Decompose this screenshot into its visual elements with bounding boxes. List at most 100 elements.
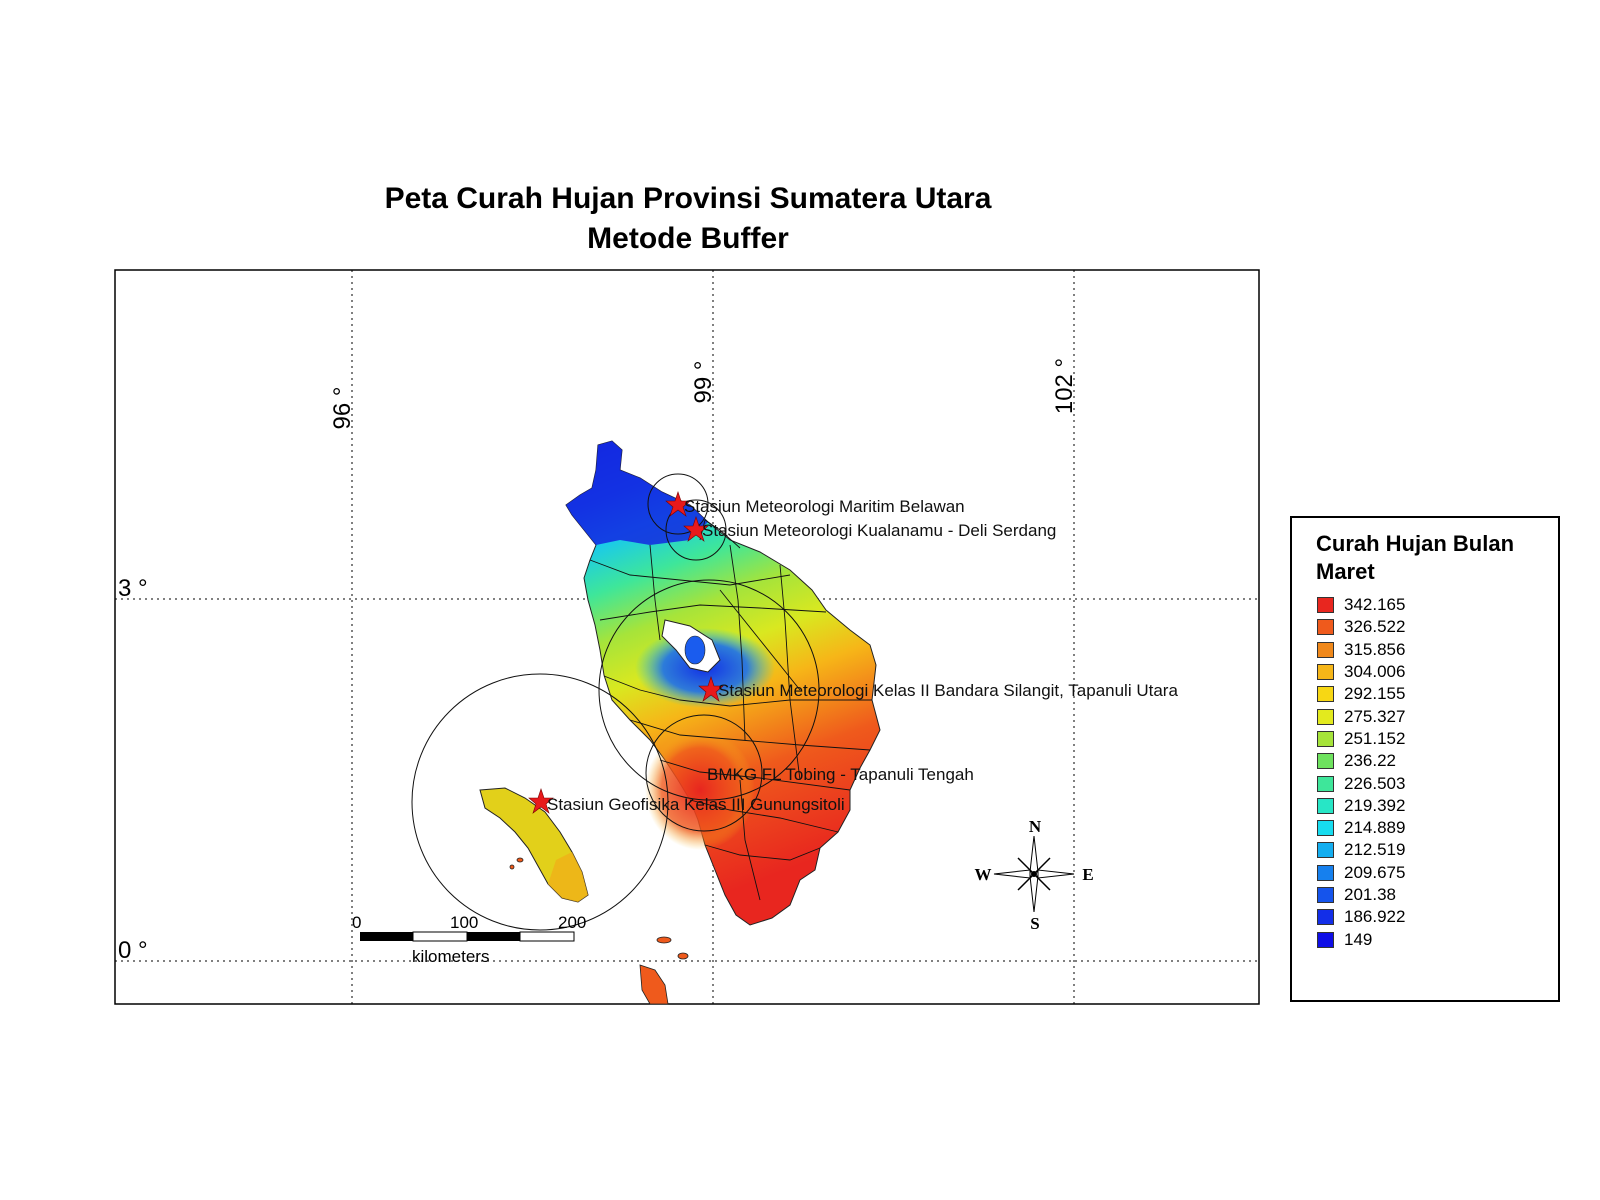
legend-label: 342.165 <box>1344 595 1406 615</box>
scale-tick-100: 100 <box>450 913 478 932</box>
lat-label-0: 0 ° <box>118 937 148 964</box>
small-islands <box>509 857 689 1005</box>
station-star-gunungsitoli <box>528 788 554 814</box>
legend-item: 236.22 <box>1317 750 1405 772</box>
map-frame <box>114 269 1260 1005</box>
legend-label: 219.392 <box>1344 795 1406 815</box>
station-fl-tobing[interactable]: BMKG FL Tobing - Tapanuli Tengah <box>707 765 974 784</box>
station-silangit[interactable]: Stasiun Meteorologi Kelas II Bandara Sil… <box>698 676 1178 702</box>
lon-label-96: 96 ° <box>329 387 356 430</box>
legend-label: 326.522 <box>1344 617 1406 637</box>
legend-item: 342.165 <box>1317 594 1405 616</box>
legend-swatch <box>1317 664 1334 681</box>
legend-item: 315.856 <box>1317 639 1405 661</box>
legend-swatch <box>1317 864 1334 881</box>
legend-label: 275.327 <box>1344 706 1406 726</box>
legend-label: 315.856 <box>1344 639 1406 659</box>
station-label-kualanamu: Stasiun Meteorologi Kualanamu - Deli Ser… <box>702 521 1056 540</box>
legend-item: 149 <box>1317 928 1405 950</box>
legend-swatch <box>1317 753 1334 770</box>
lon-label-102: 102 ° <box>1051 358 1078 414</box>
legend-item: 275.327 <box>1317 705 1405 727</box>
legend-swatch <box>1317 686 1334 703</box>
legend-item: 212.519 <box>1317 839 1405 861</box>
legend-swatch <box>1317 775 1334 792</box>
legend-item: 201.38 <box>1317 884 1405 906</box>
scale-seg-1 <box>360 932 413 941</box>
station-belawan[interactable]: Stasiun Meteorologi Maritim Belawan <box>665 491 965 517</box>
scale-tick-0: 0 <box>352 913 361 932</box>
legend-swatch <box>1317 820 1334 837</box>
legend-label: 201.38 <box>1344 885 1396 904</box>
samosir-island <box>684 635 706 665</box>
station-kualanamu[interactable]: Stasiun Meteorologi Kualanamu - Deli Ser… <box>683 516 1056 542</box>
islet-2 <box>677 952 689 960</box>
stations: Stasiun Meteorologi Maritim Belawan Stas… <box>528 491 1178 814</box>
nias-south-shade <box>548 852 588 902</box>
station-star-belawan <box>665 491 691 517</box>
scale-bar: 0 100 200 kilometers <box>352 913 586 966</box>
legend-swatch <box>1317 619 1334 636</box>
scale-seg-4 <box>519 931 575 942</box>
legend-swatch <box>1317 797 1334 814</box>
legend-label: 304.006 <box>1344 662 1406 682</box>
islet-4 <box>509 864 515 870</box>
north-arrow-label-n: N <box>1029 817 1042 836</box>
legend-label: 236.22 <box>1344 751 1396 771</box>
map-title: Peta Curah Hujan Provinsi Sumatera Utara <box>384 182 992 215</box>
legend-item: 251.152 <box>1317 728 1405 750</box>
north-arrow-label-s: S <box>1030 914 1039 933</box>
station-label-fl-tobing: BMKG FL Tobing - Tapanuli Tengah <box>707 765 974 784</box>
legend-item: 304.006 <box>1317 661 1405 683</box>
legend-swatch <box>1317 909 1334 926</box>
north-arrow-label-e: E <box>1082 865 1093 884</box>
north-low-zone <box>566 441 708 545</box>
legend-title: Curah Hujan Bulan Maret <box>1316 531 1515 584</box>
legend-label: 214.889 <box>1344 818 1406 838</box>
buffer-silangit <box>598 579 820 801</box>
buffer-fl-tobing <box>645 714 763 832</box>
legend-item: 326.522 <box>1317 616 1405 638</box>
legend-swatch <box>1317 708 1334 725</box>
legend-label: 149 <box>1344 929 1373 949</box>
scale-seg-3 <box>467 932 520 941</box>
scale-unit: kilometers <box>412 947 489 966</box>
batu-islands <box>639 964 669 1005</box>
lon-label-99: 99 ° <box>690 361 717 404</box>
lat-label-3: 3 ° <box>118 575 148 602</box>
north-arrow-e <box>1037 869 1075 879</box>
north-arrow: N S W E <box>975 817 1094 933</box>
north-arrow-n <box>1029 835 1039 873</box>
legend-item: 219.392 <box>1317 795 1405 817</box>
legend-label: 292.155 <box>1344 684 1406 704</box>
legend-swatch <box>1317 931 1334 948</box>
islet-1 <box>656 936 672 944</box>
scale-tick-200: 200 <box>558 913 586 932</box>
legend-items: 342.165 326.522 315.856 304.006 292.155 275.3… <box>1317 594 1405 951</box>
north-arrow-s <box>1029 875 1039 913</box>
west-coast-hot-zone <box>645 730 755 850</box>
legend-label: 226.503 <box>1344 773 1406 793</box>
legend-label: 209.675 <box>1344 862 1406 882</box>
map-subtitle: Metode Buffer <box>587 222 789 255</box>
legend-swatch <box>1317 597 1334 614</box>
station-label-gunungsitoli: Stasiun Geofisika Kelas III Gunungsitoli <box>547 795 845 814</box>
legend-item: 292.155 <box>1317 683 1405 705</box>
legend-swatch <box>1317 842 1334 859</box>
buffer-circles <box>411 473 820 931</box>
legend-swatch <box>1317 730 1334 747</box>
legend-item: 186.922 <box>1317 906 1405 928</box>
legend-label: 212.519 <box>1344 840 1406 860</box>
station-label-silangit: Stasiun Meteorologi Kelas II Bandara Sil… <box>718 681 1178 700</box>
legend-swatch <box>1317 641 1334 658</box>
buffer-belawan <box>647 473 709 535</box>
legend-label: 251.152 <box>1344 728 1406 748</box>
legend-item: 209.675 <box>1317 862 1405 884</box>
legend-item: 214.889 <box>1317 817 1405 839</box>
north-arrow-label-w: W <box>975 865 992 884</box>
station-gunungsitoli[interactable]: Stasiun Geofisika Kelas III Gunungsitoli <box>528 788 845 814</box>
station-star-silangit <box>698 676 724 702</box>
islet-3 <box>516 857 524 863</box>
legend: Curah Hujan Bulan Maret 342.165 326.522 31… <box>1290 516 1560 1002</box>
